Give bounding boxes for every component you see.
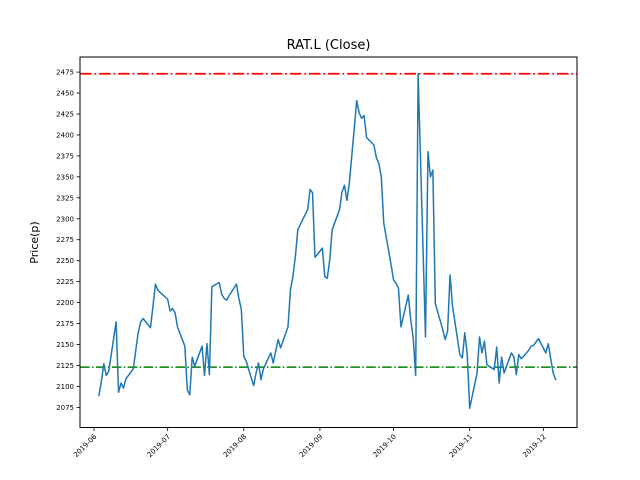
x-axis: 2019-06 2019-07 2019-08 2019-09 2019-10 2019-… <box>72 427 548 459</box>
y-tick-label: 2475 <box>56 69 74 77</box>
y-tick-label: 2175 <box>56 320 74 328</box>
y-tick-label: 2325 <box>56 194 74 202</box>
y-tick-label: 2100 <box>56 383 74 391</box>
price-line-close <box>98 73 557 409</box>
y-tick-label: 2250 <box>56 257 74 265</box>
y-tick-label: 2400 <box>56 131 74 139</box>
y-tick-label: 2150 <box>56 341 74 349</box>
x-tick-label: 2019-08 <box>222 433 248 459</box>
x-tick-label: 2019-11 <box>448 433 474 459</box>
y-tick-label: 2200 <box>56 299 74 307</box>
y-tick-label: 2425 <box>56 111 74 119</box>
reference-lines-layer <box>80 72 577 368</box>
x-tick-label: 2019-12 <box>521 433 547 459</box>
x-tick-label: 2019-09 <box>298 433 324 459</box>
x-tick-label: 2019-10 <box>372 433 398 459</box>
x-tick-label: 2019-06 <box>72 432 99 459</box>
y-axis: 2075 2100 2125 2150 2175 2200 2225 2250 2275 2300… <box>56 69 80 412</box>
y-tick-label: 2275 <box>56 236 74 244</box>
y-tick-label: 2300 <box>56 215 74 223</box>
y-axis-label: Price(p) <box>28 221 41 263</box>
y-tick-label: 2450 <box>56 90 74 98</box>
x-tick-label: 2019-07 <box>146 433 172 459</box>
y-tick-label: 2375 <box>56 152 74 160</box>
y-tick-label: 2075 <box>56 404 74 412</box>
y-tick-label: 2125 <box>56 362 74 370</box>
y-tick-label: 2350 <box>56 173 74 181</box>
price-line-layer <box>98 73 557 409</box>
y-tick-label: 2225 <box>56 278 74 286</box>
plot-border <box>79 56 578 428</box>
chart-title: RAT.L (Close) <box>287 38 371 53</box>
